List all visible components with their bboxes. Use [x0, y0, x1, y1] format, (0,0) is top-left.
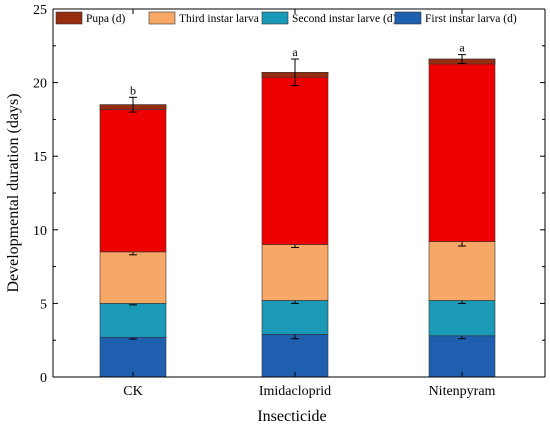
- bar-segment: [428, 300, 496, 337]
- legend-swatch: [261, 11, 289, 25]
- axes-layer: 0 5 10 15 20 25 CK Imidacloprid Nitenpyram: [33, 3, 546, 399]
- y-tick-label: 5: [40, 297, 47, 312]
- bar-segment: [261, 334, 329, 378]
- y-tick-label: 15: [33, 150, 47, 165]
- legend-swatch: [394, 11, 422, 25]
- y-tick-label: 10: [33, 224, 47, 239]
- legend: Pupa (d) Third instar larva (d) Second ins…: [55, 11, 517, 25]
- y-tick-label: 0: [40, 371, 47, 386]
- x-tick-label: Imidacloprid: [259, 384, 331, 399]
- legend-swatch: [55, 11, 83, 25]
- legend-entry: Pupa (d): [86, 13, 125, 25]
- legend-entry: Third instar larva (d): [179, 13, 275, 25]
- y-axis-label: Developmental duration (days): [5, 93, 22, 292]
- legend-entry: First instar larva (d): [425, 13, 517, 25]
- bar-segment: [99, 336, 167, 378]
- x-tick-label: CK: [123, 384, 142, 399]
- bar-segment: [261, 71, 329, 245]
- significance-letter: b: [130, 83, 136, 97]
- y-tick-label: 25: [33, 3, 47, 18]
- significance-letter: a: [459, 41, 465, 55]
- bar-segment: [99, 303, 167, 338]
- bar-segment: [261, 244, 329, 301]
- y-tick-label: 20: [33, 77, 47, 92]
- x-tick-label: Nitenpyram: [429, 384, 496, 399]
- bar-segment: [428, 241, 496, 301]
- bar-segment: [99, 104, 167, 253]
- x-axis-label: Insecticide: [257, 408, 326, 425]
- bar-segment: [99, 251, 167, 304]
- bar-segment: [428, 335, 496, 378]
- legend-swatch: [148, 11, 176, 25]
- bars-layer: aaabaaaaaaaa: [99, 41, 496, 378]
- significance-letter: a: [292, 45, 298, 59]
- legend-entry: Second instar larve (d): [292, 13, 397, 25]
- bar-segment: [428, 58, 496, 242]
- bar-segment: [261, 300, 329, 335]
